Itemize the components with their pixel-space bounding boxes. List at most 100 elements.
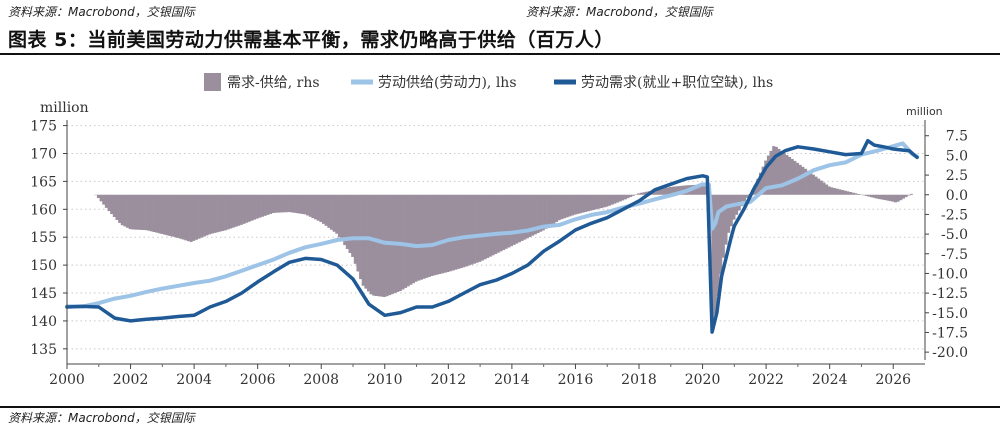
- gap-bar: [806, 170, 810, 195]
- gap-bar: [139, 194, 143, 230]
- gap-bar: [465, 194, 469, 267]
- gap-bar: [901, 194, 905, 199]
- series-lines: [65, 138, 920, 334]
- gap-bar: [666, 187, 670, 195]
- gap-bar: [237, 194, 241, 226]
- axes: 135 140 145 150 155 160 165 170 175 7.5 5.0 2.5 0.0 -…: [30, 100, 968, 388]
- gap-bar: [412, 194, 416, 284]
- gap-bar: [560, 194, 564, 220]
- gap-bar: [141, 194, 145, 231]
- gap-bar: [292, 194, 296, 213]
- legend-label: 劳动需求(就业+职位空缺), lhs: [581, 75, 773, 91]
- gap-bar: [157, 194, 161, 234]
- gap-bar: [621, 194, 625, 201]
- gap-bar: [451, 194, 455, 271]
- gap-bar: [300, 194, 304, 214]
- gap-bar: [279, 194, 283, 213]
- gap-bar: [872, 194, 876, 198]
- gap-bar: [414, 194, 418, 282]
- gap-bar: [247, 194, 251, 222]
- gap-bar: [348, 194, 352, 253]
- gap-bar: [287, 194, 291, 213]
- gap-bar: [676, 186, 680, 195]
- gap-bar: [584, 194, 588, 212]
- gap-bar: [218, 194, 222, 232]
- gap-bar: [711, 194, 715, 330]
- gap-bar: [459, 194, 463, 269]
- gap-bar: [377, 194, 381, 297]
- gap-bar: [785, 155, 789, 195]
- gap-bar: [700, 184, 704, 195]
- gap-bar: [340, 194, 344, 242]
- gap-bar: [224, 194, 228, 231]
- legend-swatch-gap: [204, 73, 221, 91]
- gap-bar: [703, 185, 707, 195]
- legend-label: 劳动供给(劳动力), lhs: [378, 75, 517, 91]
- gap-bar: [144, 194, 148, 231]
- gap-bar: [160, 194, 164, 234]
- right-tick-label: -5.0: [941, 227, 968, 243]
- gap-bar: [356, 194, 360, 272]
- gap-bar: [314, 194, 318, 220]
- source-note-bottom: 资料来源：Macrobond，交银国际: [8, 411, 195, 425]
- gap-bar: [502, 194, 506, 251]
- gap-bar: [261, 194, 265, 217]
- gap-bar: [472, 194, 476, 264]
- gap-bar: [335, 194, 339, 234]
- left-tick-label: 175: [30, 119, 57, 135]
- gap-bar: [131, 194, 135, 230]
- gap-bar: [422, 194, 426, 279]
- gap-bar: [110, 194, 114, 215]
- gap-bar: [107, 194, 111, 212]
- gap-bar: [136, 194, 140, 230]
- gap-bar: [623, 194, 627, 200]
- gap-bar: [118, 194, 122, 223]
- gap-bar: [483, 194, 487, 260]
- gap-bar: [123, 194, 127, 227]
- gap-bar: [589, 194, 593, 211]
- x-tick-label: 2022: [748, 372, 784, 388]
- gap-bar: [724, 194, 728, 245]
- gap-bar: [269, 194, 273, 214]
- gap-bar: [192, 194, 196, 241]
- gap-bar: [851, 192, 855, 195]
- gap-bar: [698, 184, 702, 195]
- gap-bar: [295, 194, 299, 214]
- gap-bar: [745, 194, 749, 198]
- right-tick-label: 7.5: [946, 129, 968, 145]
- gap-bar: [570, 194, 574, 216]
- gap-bar: [875, 194, 879, 199]
- gap-bar: [184, 194, 188, 241]
- gap-bar: [854, 193, 858, 195]
- gap-bar: [843, 190, 847, 195]
- gap-bar: [449, 194, 453, 272]
- gap-bar: [99, 194, 103, 202]
- gap-bar: [880, 194, 884, 200]
- legend-label: 需求-供给, rhs: [227, 75, 320, 91]
- gap-bar: [419, 194, 423, 280]
- gap-bar: [862, 194, 866, 196]
- gap-bar: [462, 194, 466, 268]
- gap-bar: [639, 192, 643, 195]
- gap-bar: [848, 192, 852, 195]
- gap-bar: [541, 194, 545, 231]
- right-tick-label: -20.0: [932, 345, 968, 361]
- gap-bar: [507, 194, 511, 248]
- gap-bar: [904, 194, 908, 198]
- gap-bar: [547, 194, 551, 228]
- gap-bar: [446, 194, 450, 272]
- gap-bar: [605, 194, 609, 207]
- gap-bar: [576, 194, 580, 214]
- gap-bar: [152, 194, 156, 232]
- gap-bar: [457, 194, 461, 269]
- gap-bar: [568, 194, 572, 217]
- gap-bar: [385, 194, 389, 297]
- gap-bar: [266, 194, 270, 215]
- gap-bar: [809, 172, 813, 195]
- left-tick-label: 160: [30, 202, 57, 218]
- gap-bar: [234, 194, 238, 227]
- left-tick-label: 170: [30, 146, 57, 162]
- gap-bar: [213, 194, 217, 233]
- gap-bar: [817, 178, 821, 195]
- gap-bar: [208, 194, 212, 235]
